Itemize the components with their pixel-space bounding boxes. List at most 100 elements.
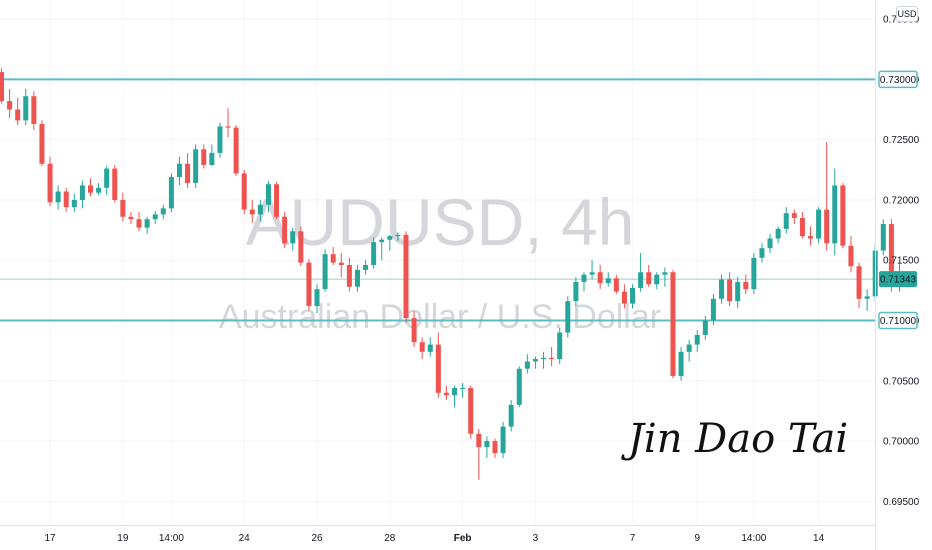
candle-body xyxy=(160,208,166,215)
candle-body xyxy=(613,278,619,292)
candle xyxy=(532,356,538,369)
time-tick-label: Feb xyxy=(454,533,472,544)
candle xyxy=(209,144,215,167)
candle-body xyxy=(0,72,4,102)
candle xyxy=(338,252,344,278)
time-tick-label: 28 xyxy=(384,533,396,544)
candle xyxy=(185,152,191,188)
candle-body xyxy=(638,272,644,288)
candle-body xyxy=(298,231,304,263)
candle-body xyxy=(314,289,320,307)
candle xyxy=(257,199,263,222)
candle-body xyxy=(225,126,231,128)
candle xyxy=(193,144,199,188)
candle xyxy=(492,438,498,458)
candle-body xyxy=(265,184,271,205)
candle-body xyxy=(241,173,247,210)
time-tick-label: 14 xyxy=(813,533,825,544)
price-tick-label: 0.71500 xyxy=(883,256,920,267)
candle-body xyxy=(144,219,150,228)
candle-body xyxy=(193,149,199,184)
candle xyxy=(290,227,296,251)
candle-body xyxy=(96,187,102,193)
candle-body xyxy=(646,272,652,285)
candle xyxy=(476,428,482,480)
candle xyxy=(55,185,61,210)
candle xyxy=(702,315,708,340)
candle xyxy=(710,293,716,326)
candle xyxy=(379,237,385,261)
candle-body xyxy=(71,199,77,208)
last-price-label: 0.71343 xyxy=(880,275,917,286)
time-tick-label: 3 xyxy=(533,533,539,544)
time-axis[interactable]: 17 19 14:00 24 26 28 Feb 3 7 9 14:00 14 xyxy=(0,525,875,545)
candle-body xyxy=(532,359,538,362)
candle xyxy=(217,122,223,158)
candle-body xyxy=(662,272,668,275)
price-tick-label: 0.72000 xyxy=(883,195,920,206)
candle-body xyxy=(128,216,134,220)
candle-body xyxy=(710,298,716,321)
candle xyxy=(176,156,182,186)
price-tick-label: 0.69500 xyxy=(883,497,920,508)
candle-body xyxy=(395,234,401,237)
candle-body xyxy=(201,149,207,165)
candle xyxy=(678,347,684,381)
candle xyxy=(743,274,749,294)
candle-body xyxy=(654,274,660,285)
candle-body xyxy=(686,344,692,352)
candle xyxy=(541,351,547,369)
candle-body xyxy=(233,127,239,174)
candle-body xyxy=(176,163,182,178)
candle xyxy=(346,257,352,292)
candle-body xyxy=(751,257,757,290)
candle-body xyxy=(217,126,223,153)
candle xyxy=(751,252,757,294)
candle-body xyxy=(152,214,158,220)
candle xyxy=(371,237,377,269)
candle-body xyxy=(460,388,466,389)
candle xyxy=(880,219,886,256)
candle xyxy=(557,327,563,364)
candle-body xyxy=(864,296,870,299)
candle xyxy=(354,265,360,292)
candle-body xyxy=(759,248,765,258)
candle-body xyxy=(290,231,296,244)
candle-body xyxy=(338,262,344,266)
price-axis[interactable]: 0.69500 0.70000 0.70500 0.71000 0.71500 0.720… xyxy=(875,0,920,550)
candle-body xyxy=(816,209,822,239)
candle-body xyxy=(47,163,53,203)
candle xyxy=(824,142,830,251)
candle xyxy=(759,243,765,263)
candle xyxy=(0,68,4,104)
currency-label[interactable]: USD xyxy=(896,6,918,22)
candle-body xyxy=(330,254,336,263)
candle-body xyxy=(79,185,85,200)
candle-body xyxy=(508,404,514,427)
candle xyxy=(136,211,142,232)
level-price-tag xyxy=(878,70,918,89)
last-price-tag xyxy=(879,271,917,288)
candle-body xyxy=(257,204,263,215)
candle xyxy=(638,252,644,292)
candle xyxy=(298,226,304,267)
candle xyxy=(524,354,530,374)
candle xyxy=(427,337,433,357)
candle-body xyxy=(322,254,328,290)
price-tick-label: 0.72500 xyxy=(883,135,920,146)
candle-body xyxy=(168,177,174,209)
candle xyxy=(816,207,822,244)
candle-body xyxy=(403,234,409,319)
candle xyxy=(160,204,166,220)
candle xyxy=(403,231,409,323)
candle xyxy=(15,97,21,126)
candle-body xyxy=(799,218,805,237)
time-tick-label: 24 xyxy=(239,533,251,544)
level-price-label: 0.73000 xyxy=(880,75,917,86)
candle xyxy=(840,183,846,249)
candle xyxy=(589,260,595,280)
time-tick-label: 7 xyxy=(630,533,636,544)
candle xyxy=(799,211,805,239)
candle xyxy=(112,164,118,203)
